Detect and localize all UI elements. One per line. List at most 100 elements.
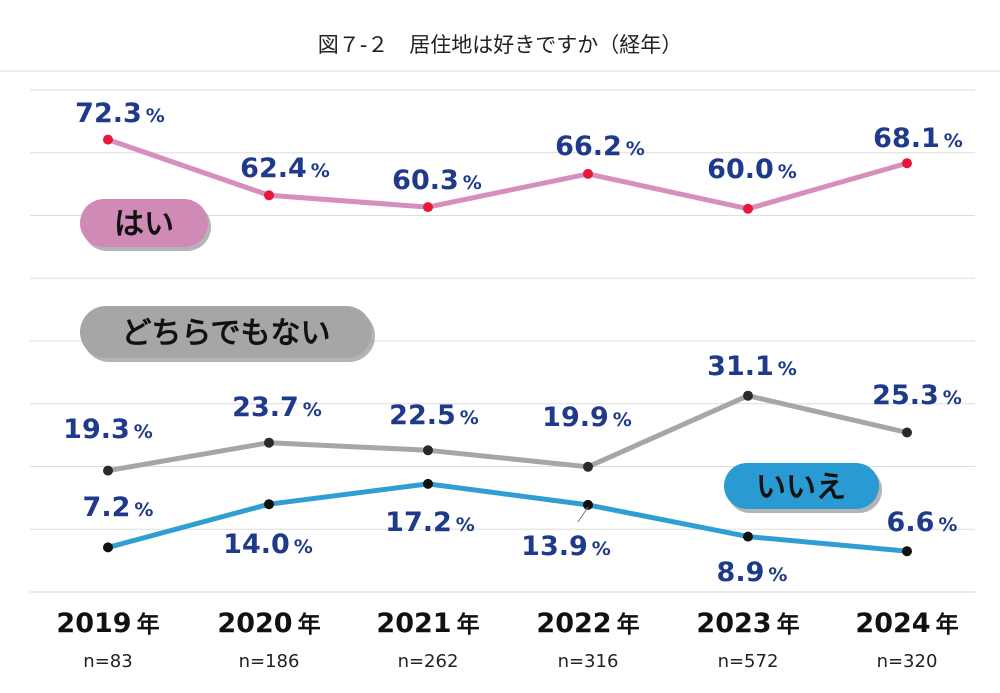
data-label-value: 19.9 [542,402,609,433]
data-label-value: 60.0 [707,154,774,185]
data-label-value: 23.7 [232,392,299,423]
x-tick-label: 2019 年 [56,608,159,639]
data-label: 14.0% [223,529,313,560]
chart-title: 図７-２ 居住地は好きですか（経年） [318,33,683,57]
percent-sign: % [592,538,611,560]
x-tick-year: 2022 [536,608,611,639]
data-point [264,437,274,448]
data-point [423,478,433,489]
data-point [103,134,113,145]
data-label-value: 31.1 [707,351,774,382]
x-tick-year-suffix: 年 [298,611,321,638]
sample-size-label: n=83 [83,651,132,672]
label-leader-line [577,506,589,523]
x-tick-year-suffix: 年 [617,611,640,638]
x-tick-label: 2021 年 [376,608,479,639]
x-tick-year-suffix: 年 [777,611,800,638]
data-point [103,542,113,553]
x-tick-label: 2024 年 [855,608,958,639]
sample-size-label: n=316 [558,651,619,672]
series-badge [724,463,879,509]
data-point [423,445,433,456]
x-tick-year: 2019 [56,608,131,639]
data-label: 60.3% [392,165,482,196]
series-name-label: いいえ [756,470,846,505]
data-label: 62.4% [240,153,330,184]
data-label-value: 19.3 [63,414,130,445]
data-label: 25.3% [872,380,962,411]
data-point [902,546,912,557]
x-tick-year: 2023 [696,608,771,639]
x-tick-year-suffix: 年 [457,611,480,638]
sample-size-label: n=572 [718,651,779,672]
x-tick-year-suffix: 年 [936,611,959,638]
data-label: 31.1% [707,351,797,382]
data-point [743,531,753,542]
data-label: 6.6% [887,507,958,538]
data-point [583,461,593,472]
sample-size-label: n=320 [877,651,938,672]
data-label: 60.0% [707,154,797,185]
percent-sign: % [311,160,330,182]
percent-sign: % [938,514,957,536]
percent-sign: % [943,387,962,409]
series-markers [103,134,912,557]
percent-sign: % [460,407,479,429]
series-badge [80,306,372,358]
x-tick-year: 2021 [376,608,451,639]
data-label: 7.2% [83,492,154,523]
data-label: 68.1% [873,123,963,154]
x-tick-year: 2024 [855,608,930,639]
data-label-value: 13.9 [521,531,588,562]
percent-sign: % [768,564,787,586]
data-point [743,203,753,214]
series-lines [105,137,910,554]
data-label-value: 17.2 [385,507,452,538]
sample-size-label: n=186 [239,651,300,672]
data-point [902,158,912,169]
data-label: 66.2% [555,131,645,162]
data-point [583,168,593,179]
data-label-value: 22.5 [389,400,456,431]
data-label: 23.7% [232,392,322,423]
percent-sign: % [303,399,322,421]
data-label: 19.9% [542,402,632,433]
percent-sign: % [456,514,475,536]
data-label: 13.9% [521,531,611,562]
series-badge [80,199,208,247]
x-tick-label: 2020 年 [217,608,320,639]
data-point [264,499,274,510]
percent-sign: % [944,130,963,152]
percent-sign: % [134,421,153,443]
x-tick-year-suffix: 年 [137,611,160,638]
series-line [105,393,910,474]
data-label: 19.3% [63,414,153,445]
data-label: 8.9% [717,557,788,588]
percent-sign: % [626,138,645,160]
data-label-value: 25.3 [872,380,939,411]
data-label-value: 66.2 [555,131,622,162]
data-label-value: 8.9 [717,557,765,588]
series-line [105,137,910,212]
data-point [103,465,113,476]
series-line [105,481,910,554]
data-label-value: 14.0 [223,529,290,560]
data-label: 72.3% [75,98,165,129]
series-name-label: どちらでもない [121,316,330,351]
data-label: 17.2% [385,507,475,538]
data-label-value: 62.4 [240,153,307,184]
data-point [902,427,912,438]
series-name-label: はい [114,207,174,242]
data-point [264,190,274,201]
data-label-value: 68.1 [873,123,940,154]
data-label-value: 60.3 [392,165,459,196]
data-labels: 72.3 %62.4% 60.3 %66.2 %60.0 %68.1 %19.3 %23.7%… [63,98,963,588]
percent-sign: % [778,161,797,183]
data-point [423,202,433,213]
percent-sign: % [134,499,153,521]
x-tick-label: 2023 年 [696,608,799,639]
data-label: 22.5% [389,400,479,431]
